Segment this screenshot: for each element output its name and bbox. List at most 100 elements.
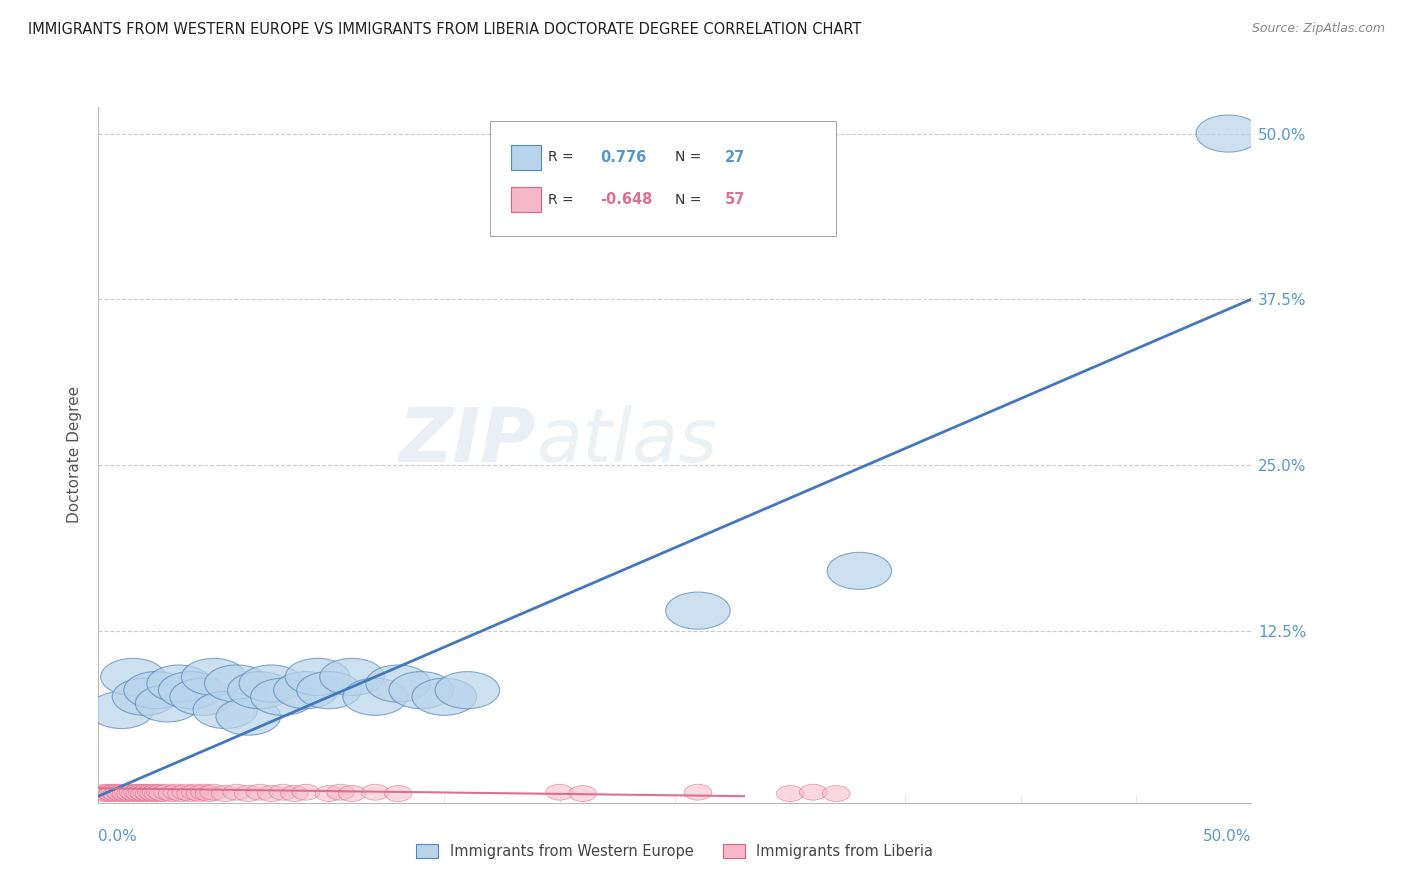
- Circle shape: [361, 784, 389, 800]
- Circle shape: [315, 786, 343, 802]
- Circle shape: [228, 672, 292, 709]
- Circle shape: [569, 786, 596, 802]
- Text: 27: 27: [724, 150, 745, 165]
- Circle shape: [91, 784, 120, 800]
- Text: N =: N =: [675, 193, 702, 207]
- Circle shape: [124, 784, 152, 800]
- Circle shape: [101, 784, 128, 800]
- Circle shape: [434, 672, 499, 709]
- Circle shape: [135, 786, 163, 802]
- Circle shape: [1197, 115, 1261, 153]
- Circle shape: [685, 784, 711, 800]
- Circle shape: [89, 786, 117, 802]
- Circle shape: [96, 784, 124, 800]
- Circle shape: [177, 786, 204, 802]
- Circle shape: [217, 698, 281, 735]
- Circle shape: [121, 786, 149, 802]
- Circle shape: [105, 784, 134, 800]
- Circle shape: [274, 672, 339, 709]
- Circle shape: [138, 784, 166, 800]
- Circle shape: [159, 786, 186, 802]
- Y-axis label: Doctorate Degree: Doctorate Degree: [67, 386, 83, 524]
- Circle shape: [546, 784, 574, 800]
- Circle shape: [200, 784, 228, 800]
- Circle shape: [108, 786, 135, 802]
- Legend: Immigrants from Western Europe, Immigrants from Liberia: Immigrants from Western Europe, Immigran…: [411, 838, 939, 865]
- Circle shape: [776, 786, 804, 802]
- Circle shape: [281, 786, 308, 802]
- Circle shape: [239, 665, 304, 702]
- Circle shape: [269, 784, 297, 800]
- Circle shape: [343, 678, 408, 715]
- Circle shape: [124, 672, 188, 709]
- Circle shape: [114, 784, 142, 800]
- Text: 0.0%: 0.0%: [98, 830, 138, 845]
- Circle shape: [149, 786, 177, 802]
- Text: IMMIGRANTS FROM WESTERN EUROPE VS IMMIGRANTS FROM LIBERIA DOCTORATE DEGREE CORRE: IMMIGRANTS FROM WESTERN EUROPE VS IMMIGR…: [28, 22, 862, 37]
- Circle shape: [101, 658, 166, 696]
- Circle shape: [326, 784, 354, 800]
- Circle shape: [297, 672, 361, 709]
- Circle shape: [159, 672, 224, 709]
- Circle shape: [384, 786, 412, 802]
- Circle shape: [800, 784, 827, 800]
- Circle shape: [89, 691, 153, 729]
- Circle shape: [181, 784, 209, 800]
- Text: R =: R =: [548, 193, 574, 207]
- Circle shape: [257, 786, 285, 802]
- Circle shape: [195, 786, 224, 802]
- Circle shape: [172, 784, 200, 800]
- Text: R =: R =: [548, 150, 574, 164]
- Circle shape: [823, 786, 851, 802]
- Circle shape: [193, 691, 257, 729]
- Circle shape: [103, 786, 131, 802]
- Circle shape: [112, 678, 177, 715]
- Circle shape: [94, 786, 121, 802]
- Circle shape: [224, 784, 250, 800]
- Circle shape: [186, 786, 214, 802]
- Circle shape: [246, 784, 274, 800]
- Circle shape: [292, 784, 319, 800]
- Text: ZIP: ZIP: [399, 404, 537, 477]
- Circle shape: [142, 784, 170, 800]
- Circle shape: [366, 665, 430, 702]
- Circle shape: [339, 786, 366, 802]
- Circle shape: [181, 658, 246, 696]
- Circle shape: [120, 784, 146, 800]
- Circle shape: [117, 786, 145, 802]
- Circle shape: [319, 658, 384, 696]
- Circle shape: [131, 786, 159, 802]
- Circle shape: [110, 784, 138, 800]
- Circle shape: [827, 552, 891, 590]
- Circle shape: [145, 786, 172, 802]
- FancyBboxPatch shape: [512, 145, 541, 169]
- Circle shape: [153, 784, 181, 800]
- Circle shape: [127, 786, 153, 802]
- Circle shape: [98, 786, 127, 802]
- Text: -0.648: -0.648: [600, 192, 652, 207]
- Circle shape: [191, 784, 218, 800]
- Circle shape: [128, 784, 156, 800]
- FancyBboxPatch shape: [512, 187, 541, 212]
- Circle shape: [204, 665, 269, 702]
- Circle shape: [389, 672, 454, 709]
- Text: 57: 57: [724, 192, 745, 207]
- Text: 50.0%: 50.0%: [1204, 830, 1251, 845]
- Text: atlas: atlas: [537, 405, 718, 477]
- Circle shape: [146, 784, 174, 800]
- Circle shape: [141, 786, 167, 802]
- Circle shape: [235, 786, 262, 802]
- Circle shape: [135, 685, 200, 722]
- Circle shape: [285, 658, 350, 696]
- Text: 0.776: 0.776: [600, 150, 647, 165]
- Circle shape: [211, 786, 239, 802]
- Text: N =: N =: [675, 150, 702, 164]
- Circle shape: [146, 665, 211, 702]
- Circle shape: [250, 678, 315, 715]
- Circle shape: [167, 786, 195, 802]
- FancyBboxPatch shape: [491, 121, 837, 235]
- Circle shape: [665, 592, 730, 629]
- Text: Source: ZipAtlas.com: Source: ZipAtlas.com: [1251, 22, 1385, 36]
- Circle shape: [170, 678, 235, 715]
- Circle shape: [134, 784, 160, 800]
